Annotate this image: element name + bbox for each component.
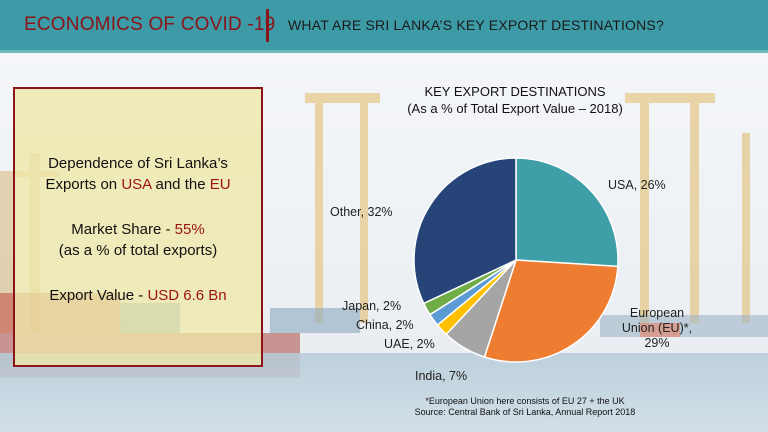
- market-share-label: Market Share -: [71, 221, 175, 238]
- dependence-mid: and the: [151, 176, 210, 193]
- export-value-label: Export Value -: [49, 287, 148, 304]
- chart-title: KEY EXPORT DESTINATIONS: [424, 84, 606, 99]
- label-other: Other, 32%: [330, 205, 393, 219]
- eu-highlight: EU: [209, 176, 231, 193]
- header-right-title: WHAT ARE SRI LANKA’S KEY EXPORT DESTINAT…: [288, 17, 664, 33]
- footnote-eu: *European Union here consists of EU 27 +…: [425, 396, 625, 406]
- pie-slice-european-union-eu: [483, 259, 619, 363]
- market-share-line: Market Share - 55%: [15, 219, 261, 240]
- dependence-line2: Exports on USA and the EU: [15, 174, 261, 195]
- export-value-value: USD 6.6 Bn: [147, 287, 227, 304]
- export-value-text: Export Value - USD 6.6 Bn: [15, 285, 261, 306]
- label-eu-line3: 29%: [644, 336, 670, 350]
- header-divider: [266, 9, 269, 42]
- header-underline: [0, 50, 768, 53]
- label-japan: Japan, 2%: [342, 299, 402, 313]
- info-box: Dependence of Sri Lanka’s Exports on USA…: [13, 87, 263, 367]
- label-china: China, 2%: [356, 318, 414, 332]
- pie-slice-usa: [515, 157, 619, 268]
- label-eu-line2: Union (EU)*,: [621, 321, 693, 335]
- market-share-text: Market Share - 55% (as a % of total expo…: [15, 219, 261, 261]
- label-eu: European Union (EU)*, 29%: [602, 306, 712, 351]
- header-bar: ECONOMICS OF COVID -19 WHAT ARE SRI LANK…: [0, 0, 768, 50]
- label-eu-line1: European: [629, 306, 685, 320]
- header-left-title: ECONOMICS OF COVID -19: [24, 14, 276, 35]
- market-share-value: 55%: [174, 221, 205, 238]
- label-india: India, 7%: [415, 369, 468, 383]
- dependence-prefix: Exports on: [45, 176, 122, 193]
- pie-slice-other: [413, 157, 517, 305]
- dependence-text: Dependence of Sri Lanka’s Exports on USA…: [15, 153, 261, 195]
- chart-subtitle: (As a % of Total Export Value – 2018): [407, 101, 623, 116]
- usa-highlight: USA: [121, 176, 152, 193]
- dependence-line1: Dependence of Sri Lanka’s: [48, 155, 228, 172]
- label-usa: USA, 26%: [608, 178, 666, 192]
- footnote-source: Source: Central Bank of Sri Lanka, Annua…: [414, 407, 636, 417]
- market-share-note: (as a % of total exports): [58, 242, 218, 259]
- label-uae: UAE, 2%: [384, 337, 435, 351]
